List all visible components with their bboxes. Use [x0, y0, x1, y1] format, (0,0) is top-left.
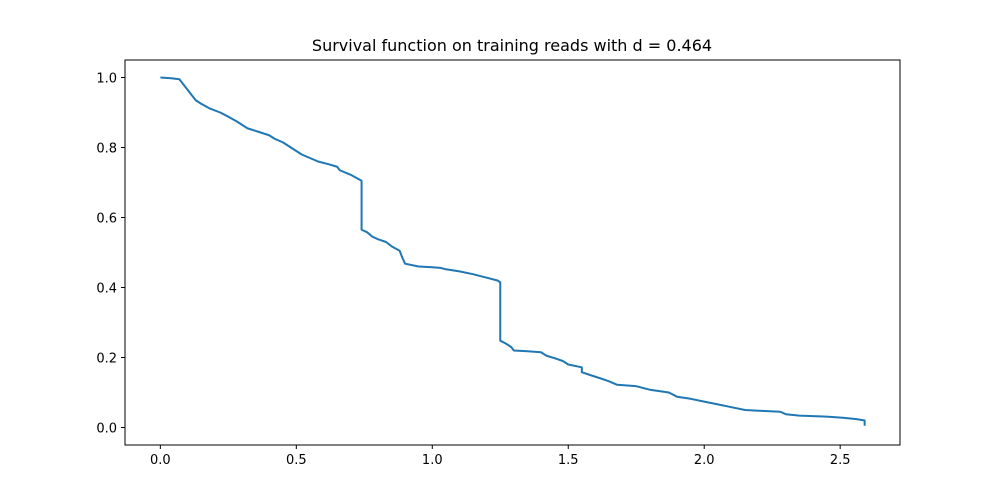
- y-tick-label: 0.6: [96, 212, 117, 227]
- survival-curve-line: [160, 76, 866, 426]
- x-tick-label: 0.0: [150, 453, 171, 468]
- y-tick-label: 0.8: [96, 142, 117, 157]
- x-tick-label: 1.0: [422, 453, 443, 468]
- y-tick-label: 1.0: [96, 72, 117, 87]
- x-tick-label: 2.0: [694, 453, 715, 468]
- x-tick-label: 2.5: [830, 453, 851, 468]
- x-tick-label: 0.5: [286, 453, 307, 468]
- y-tick-label: 0.2: [96, 352, 117, 367]
- data-layer: [160, 76, 866, 426]
- plot-frame: [124, 59, 901, 446]
- y-tick-label: 0.0: [96, 422, 117, 437]
- ticks-layer: 0.0 0.5 1.0 1.5 2.0 2.5 0.0 0.2 0.4 0.6 0.8 1.0: [96, 72, 850, 469]
- y-tick-label: 0.4: [96, 282, 117, 297]
- chart-title: Survival function on training reads with…: [312, 36, 712, 55]
- x-tick-label: 1.5: [558, 453, 579, 468]
